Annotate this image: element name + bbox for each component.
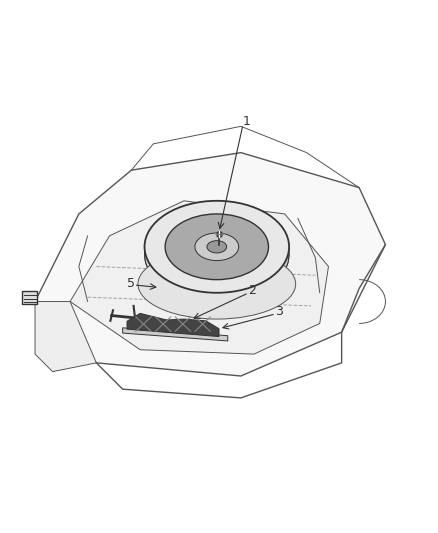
Polygon shape [123,328,228,341]
Polygon shape [127,313,219,336]
Text: 5: 5 [127,277,134,289]
Polygon shape [35,152,385,376]
Ellipse shape [165,214,268,280]
Ellipse shape [138,249,296,319]
Ellipse shape [145,201,289,293]
Polygon shape [70,201,328,354]
Text: 2: 2 [248,284,256,297]
Text: 1: 1 [242,115,250,127]
Polygon shape [35,302,96,372]
Polygon shape [22,290,37,304]
Ellipse shape [195,233,239,261]
Text: 3: 3 [275,305,283,318]
Ellipse shape [207,241,227,253]
Polygon shape [145,247,289,301]
